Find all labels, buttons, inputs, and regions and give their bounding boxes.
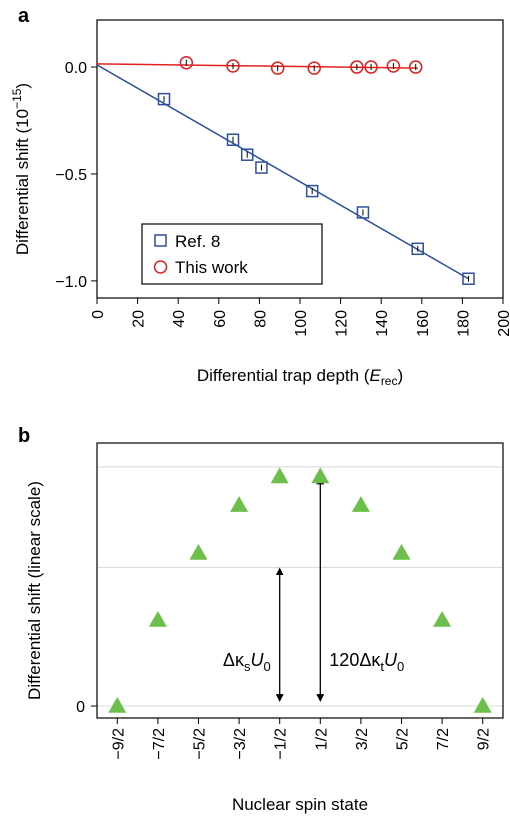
- y-axis-title-close: ): [13, 83, 32, 89]
- x-tick-label: 160: [415, 310, 432, 337]
- this-work-point: [364, 60, 378, 74]
- y-tick-label: −1.0: [55, 274, 87, 291]
- x-axis-title-close: ): [397, 366, 403, 385]
- x-tick-label: −1/2: [273, 728, 290, 760]
- x-tick-label: −9/2: [110, 728, 127, 760]
- y-axis-title-text: Differential shift (10: [13, 109, 32, 255]
- legend-square-icon: [154, 234, 167, 247]
- ref8-point: [240, 148, 254, 161]
- x-tick-label: 180: [455, 310, 472, 337]
- annotation-symbol: U: [384, 650, 398, 670]
- legend-label: This work: [175, 258, 248, 277]
- this-work-point: [408, 60, 423, 74]
- ref8-point: [305, 184, 319, 198]
- ref8-point: [462, 272, 475, 286]
- panel-b-letter: b: [18, 425, 30, 447]
- x-axis-title: Nuclear spin state: [232, 795, 368, 814]
- annotation-subscript: 0: [263, 659, 270, 674]
- data-triangle: [433, 610, 452, 627]
- x-tick-label: 7/2: [435, 728, 452, 750]
- plot-frame: [96, 442, 504, 719]
- x-tick-label: −3/2: [232, 728, 249, 760]
- annotation-label: ΔκsU0: [223, 650, 271, 674]
- data-triangle: [311, 467, 330, 484]
- x-tick-label: 100: [293, 310, 310, 337]
- data-triangle: [189, 544, 208, 560]
- this-work-point: [226, 59, 240, 73]
- data-triangle: [108, 697, 127, 713]
- x-tick-label: 120: [334, 310, 351, 337]
- ref8-point: [226, 133, 240, 147]
- x-tick-label: 200: [496, 310, 510, 337]
- x-tick-label: 3/2: [354, 728, 371, 750]
- y-axis-title: Differential shift (linear scale): [25, 481, 44, 700]
- y-axis-title-superscript: −15: [10, 88, 24, 109]
- ref8-point: [255, 161, 268, 174]
- x-axis-title: Differential trap depth (Erec): [197, 366, 403, 388]
- panel-a-letter: a: [18, 5, 30, 27]
- data-triangle: [351, 496, 370, 512]
- annotation-symbol: U: [250, 650, 264, 670]
- y-tick-label: −0.5: [55, 167, 87, 184]
- legend-circle-icon: [153, 260, 168, 274]
- x-axis-title-symbol: E: [369, 366, 381, 385]
- x-axis-title-subscript: rec: [381, 374, 398, 388]
- x-tick-label: 1/2: [313, 728, 330, 750]
- y-axis-title: Differential shift (10−15): [10, 83, 32, 255]
- x-tick-label: 9/2: [476, 728, 493, 750]
- annotation-label: 120ΔκtU0: [329, 650, 404, 674]
- panel-a-chart: 0 20 40 60 80 100 120 140 160 180 200 0.0 −0.5 −1.0 Re…: [10, 19, 510, 388]
- data-triangle: [270, 467, 289, 484]
- legend-label: Ref. 8: [175, 232, 220, 251]
- x-tick-label: −7/2: [151, 728, 168, 760]
- this-work-point: [386, 59, 401, 73]
- data-triangle: [473, 697, 492, 713]
- annotation-text: 120Δκ: [329, 650, 381, 670]
- panel-b-chart: 0−9/2 −7/2 −5/2 −3/2 −1/2 1/2 3/2 5/2 7/2 9/2ΔκsU…: [25, 442, 504, 814]
- y-tick-label: 0: [76, 699, 85, 716]
- fit-line: [96, 63, 418, 69]
- ref8-point: [411, 242, 424, 256]
- legend-box: [141, 223, 323, 285]
- x-tick-label: −5/2: [192, 728, 209, 760]
- ref8-point: [356, 206, 370, 219]
- data-triangle: [148, 610, 167, 627]
- this-work-point: [350, 60, 364, 74]
- data-triangle: [230, 496, 249, 512]
- data-triangle: [392, 544, 411, 560]
- x-tick-label: 60: [212, 310, 229, 328]
- this-work-point: [270, 61, 285, 75]
- ref8-point: [157, 92, 171, 106]
- y-tick-label: 0.0: [65, 60, 87, 77]
- x-tick-label: 40: [171, 310, 188, 328]
- x-tick-label: 5/2: [395, 728, 412, 750]
- annotation-subscript: 0: [397, 659, 404, 674]
- annotation-text: Δκ: [223, 650, 245, 670]
- x-tick-label: 80: [252, 310, 269, 328]
- this-work-point: [307, 61, 321, 75]
- this-work-point: [179, 56, 194, 70]
- x-tick-label: 0: [90, 310, 107, 319]
- x-tick-label: 140: [374, 310, 391, 337]
- x-tick-label: 20: [131, 310, 148, 328]
- legend: Ref. 8 This work: [141, 223, 323, 285]
- x-axis-title-text: Differential trap depth (: [197, 366, 370, 385]
- annotation-subscript: s: [244, 659, 251, 674]
- annotation-subscript: t: [380, 659, 384, 674]
